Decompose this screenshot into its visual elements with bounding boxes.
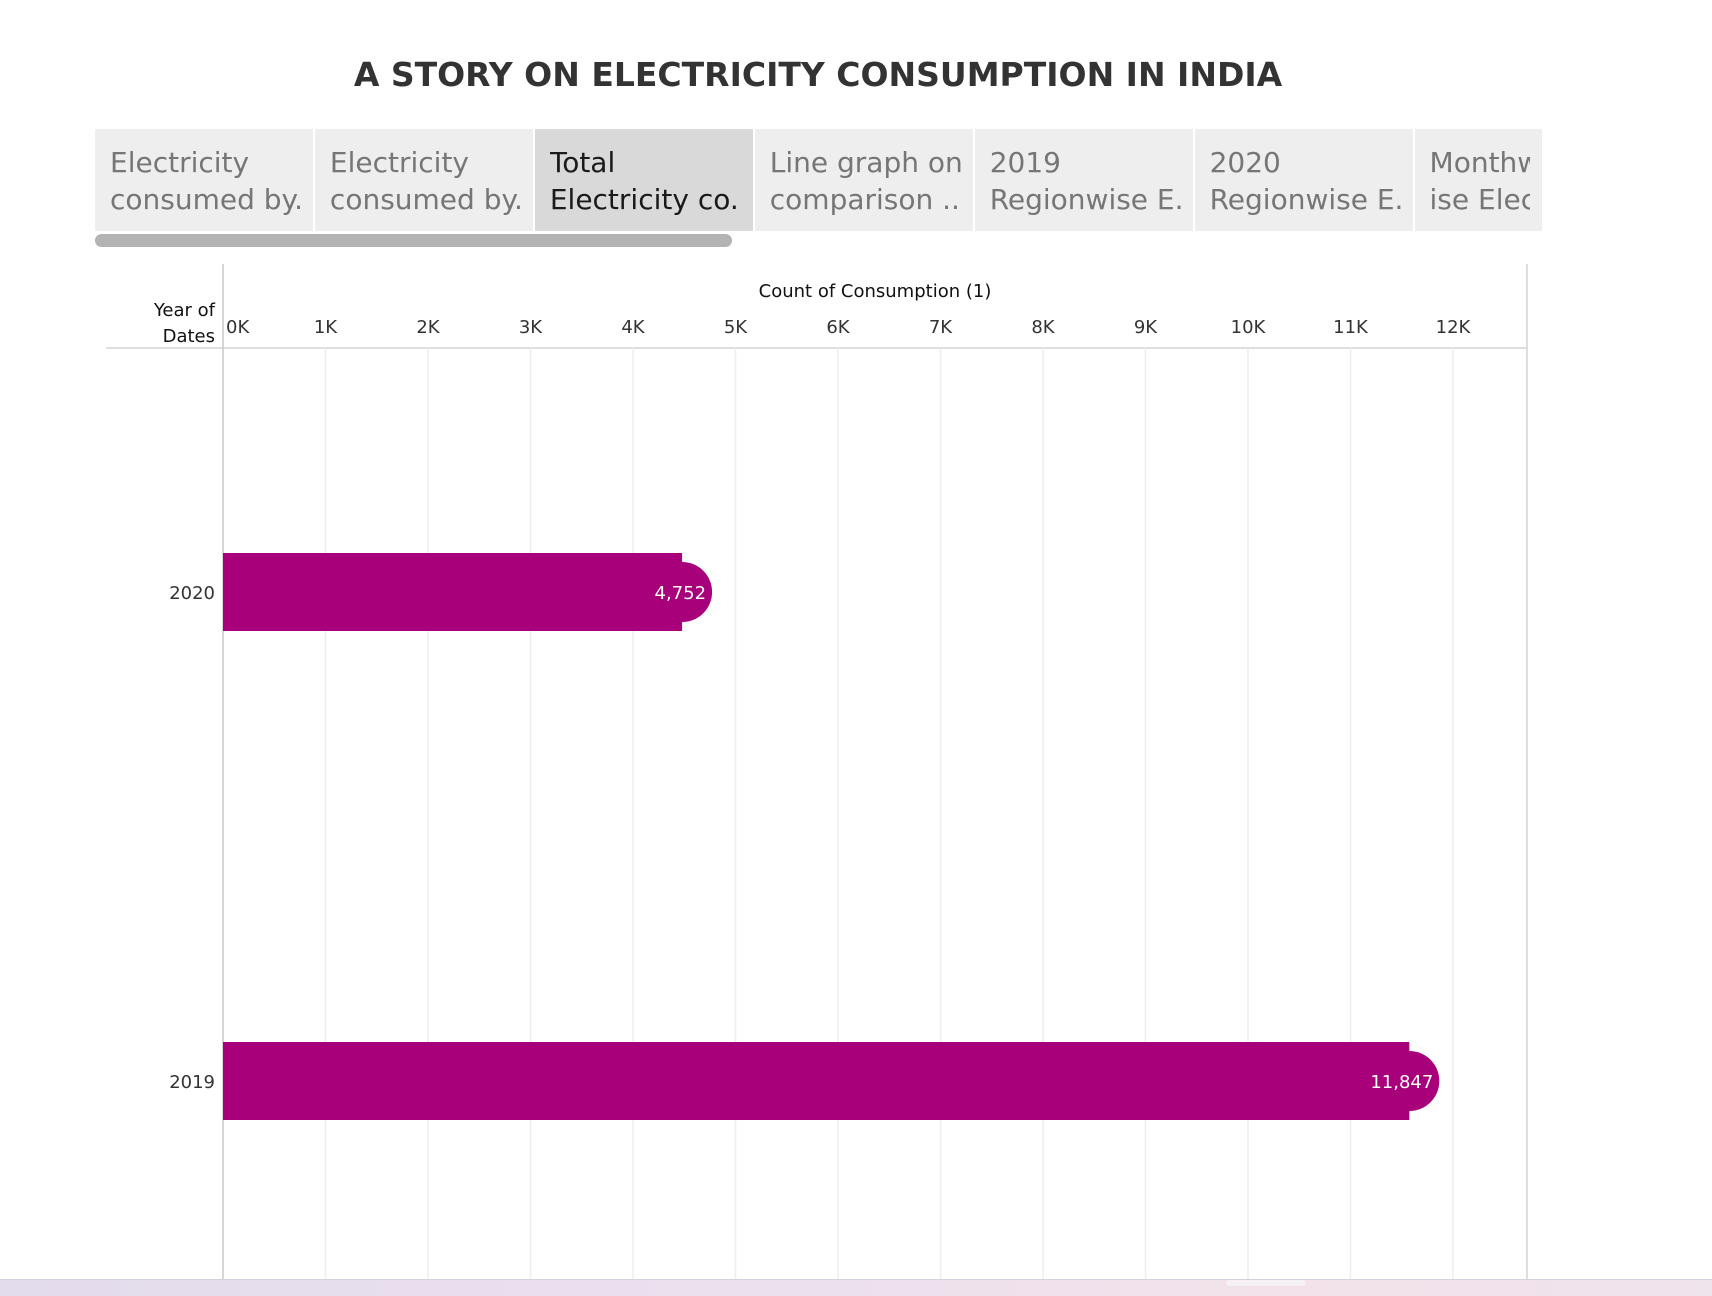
bar bbox=[223, 1042, 1410, 1120]
story-tab-1-line1: Electricity bbox=[110, 146, 250, 179]
story-tab-3-line2: Electricity co.. bbox=[549, 183, 742, 216]
story-tab-2-line1: Electricity bbox=[329, 146, 470, 179]
story-tab-2-line2: consumed by.. bbox=[329, 183, 522, 216]
x-tick-label: 12K bbox=[1436, 317, 1472, 338]
x-axis-title: Count of Consumption (1) bbox=[759, 281, 992, 302]
window-bottom-bar bbox=[0, 1279, 1712, 1296]
story-tab-5[interactable]: 2019 Regionwise E.. bbox=[974, 129, 1194, 231]
story-tab-4[interactable]: Line graph on comparison .. bbox=[754, 129, 974, 231]
x-tick-label: 8K bbox=[1031, 317, 1055, 338]
story-tab-5-line2: Regionwise E.. bbox=[989, 183, 1182, 216]
bar-end-cap bbox=[1379, 1051, 1440, 1111]
story-tab-4-line1: Line graph on bbox=[769, 146, 962, 179]
y-axis-title: Year of Dates bbox=[153, 300, 216, 347]
x-tick-label: 3K bbox=[519, 317, 543, 338]
story-tab-6-line1: 2020 bbox=[1209, 146, 1281, 179]
story-tab-1[interactable]: Electricity consumed by.. bbox=[95, 129, 314, 231]
story-tab-7[interactable]: Monthw ise Elec.. bbox=[1414, 129, 1542, 231]
x-tick-label: 1K bbox=[314, 317, 338, 338]
x-tick-label: 2K bbox=[416, 317, 440, 338]
bar-value-label: 4,752 bbox=[655, 583, 707, 604]
bottom-bar-handle bbox=[1226, 1280, 1306, 1286]
bar-end-cap bbox=[652, 562, 713, 622]
story-tab-5-line1: 2019 bbox=[989, 146, 1061, 179]
x-tick-label: 0K bbox=[226, 317, 250, 338]
x-tick-label: 6K bbox=[826, 317, 850, 338]
bar-value-label: 11,847 bbox=[1370, 1072, 1433, 1093]
story-tab-1-line2: consumed by.. bbox=[110, 183, 302, 216]
category-label: 2019 bbox=[169, 1072, 215, 1093]
x-tick-label: 9K bbox=[1134, 317, 1158, 338]
story-tab-7-line1: Monthw bbox=[1429, 146, 1530, 179]
category-label: 2020 bbox=[169, 583, 215, 604]
story-tab-6-line2: Regionwise E.. bbox=[1209, 183, 1402, 216]
story-tab-strip: Electricity consumed by.. Electricity co… bbox=[95, 129, 1542, 231]
story-tab-2[interactable]: Electricity consumed by.. bbox=[314, 129, 534, 231]
story-tab-6[interactable]: 2020 Regionwise E.. bbox=[1194, 129, 1414, 231]
x-tick-label: 5K bbox=[724, 317, 748, 338]
story-title: A STORY ON ELECTRICITY CONSUMPTION IN IN… bbox=[353, 55, 1283, 94]
x-tick-label: 4K bbox=[621, 317, 645, 338]
story-tab-4-line2: comparison .. bbox=[769, 183, 960, 216]
bar bbox=[223, 553, 683, 631]
x-tick-label: 11K bbox=[1333, 317, 1369, 338]
story-tab-3[interactable]: Total Electricity co.. bbox=[534, 129, 754, 231]
story-tab-3-line1: Total bbox=[549, 146, 616, 179]
tab-strip-scrollbar[interactable] bbox=[95, 234, 732, 247]
x-tick-label: 10K bbox=[1231, 317, 1267, 338]
story-tab-7-line2: ise Elec.. bbox=[1429, 183, 1530, 216]
x-tick-label: 7K bbox=[929, 317, 953, 338]
